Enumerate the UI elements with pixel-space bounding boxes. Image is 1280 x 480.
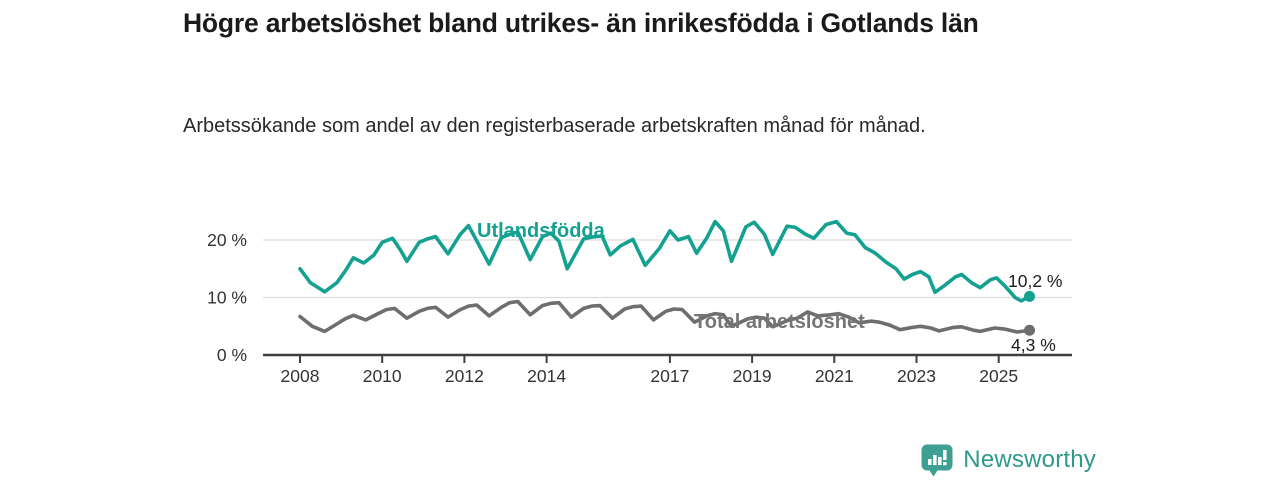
x-tick-label: 2025 <box>979 366 1018 386</box>
x-tick-label: 2019 <box>733 366 772 386</box>
y-tick-label: 10 % <box>207 288 247 308</box>
x-tick-label: 2012 <box>445 366 484 386</box>
end-value-label-utlandsfodda: 10,2 % <box>1008 271 1063 291</box>
chart-subtitle: Arbetssökande som andel av den registerb… <box>183 115 926 137</box>
end-value-label-total: 4,3 % <box>1011 335 1056 355</box>
x-tick-label: 2008 <box>281 366 320 386</box>
series-end-dot-1 <box>1024 324 1036 336</box>
y-tick-label: 0 % <box>217 345 247 365</box>
x-tick-label: 2017 <box>650 366 689 386</box>
series-label-total: Total arbetslöshet <box>694 311 865 333</box>
y-tick-label: 20 % <box>207 230 247 250</box>
x-tick-label: 2023 <box>897 366 936 386</box>
newsworthy-logo[interactable]: Newsworthy <box>920 442 1096 478</box>
series-end-dot-0 <box>1024 290 1036 302</box>
x-tick-label: 2021 <box>815 366 854 386</box>
series-line-1 <box>298 299 1032 334</box>
x-tick-label: 2014 <box>527 366 566 386</box>
newsworthy-logo-text: Newsworthy <box>963 446 1096 473</box>
series-line-0 <box>298 219 1032 303</box>
newsworthy-bars-icon <box>921 444 953 476</box>
x-tick-label: 2010 <box>363 366 402 386</box>
series-label-utlandsfodda: Utlandsfödda <box>477 220 605 242</box>
chart-title: Högre arbetslöshet bland utrikes- än inr… <box>183 8 979 38</box>
